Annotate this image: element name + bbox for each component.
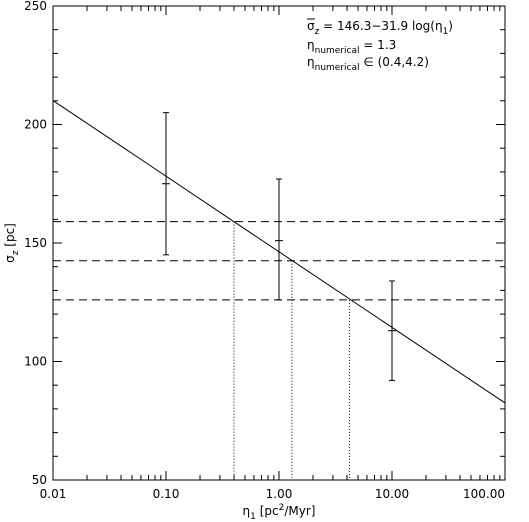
data-points-layer — [162, 112, 396, 381]
y-tick-label: 150 — [24, 236, 47, 250]
ticks-layer: 0.01 0.10 1.00 10.00 100.00 50 100 150 200 250 — [24, 0, 506, 501]
y-axis-label: σz [pc] — [3, 223, 21, 263]
annotation-block: σz = 146.3−31.9 log(η1) ηnumerical = 1.3… — [307, 18, 453, 73]
annotation-eta-range: ηnumerical ∈ (0.4,4.2) — [307, 55, 429, 73]
x-tick-label: 0.10 — [153, 487, 180, 501]
annotation-fit-symbol: σ — [307, 19, 315, 33]
x-tick-label: 10.00 — [375, 487, 409, 501]
y-tick-label: 100 — [24, 355, 47, 369]
y-tick-label: 200 — [24, 118, 47, 132]
x-tick-label: 100.00 — [463, 487, 505, 501]
x-axis-label-sub: 1 — [250, 512, 256, 522]
annotation-eta-symbol: η — [307, 38, 315, 52]
x-axis-label-unit-close: /Myr] — [284, 504, 315, 518]
x-axis-label-unit-open: [pc — [256, 504, 279, 518]
x-axis-label-sup: 2 — [279, 503, 285, 513]
x-axis-label: η1 [pc2/Myr] — [243, 503, 316, 522]
x-tick-label: 1.00 — [266, 487, 293, 501]
annotation-fit-equation: σz = 146.3−31.9 log(η1) — [307, 19, 453, 37]
x-axis-label-symbol: η — [243, 504, 251, 518]
y-tick-label: 250 — [24, 0, 47, 13]
annotation-eta-sub: numerical — [315, 46, 360, 56]
annotation-fit-text: = 146.3−31.9 log(η — [319, 19, 442, 33]
y-tick-label: 50 — [32, 473, 47, 487]
annotation-fit-eta-sub: 1 — [443, 27, 449, 37]
annotation-range-symbol: η — [307, 55, 315, 69]
annotation-eta-text: = 1.3 — [360, 38, 397, 52]
annotation-range-sub: numerical — [315, 63, 360, 73]
y-axis-label-sub: z — [11, 250, 21, 255]
annotation-range-text: ∈ (0.4,4.2) — [360, 55, 429, 69]
annotation-fit-symbol-sub: z — [315, 27, 320, 37]
annotation-fit-tail: ) — [448, 19, 453, 33]
y-axis-label-symbol: σ — [3, 255, 17, 263]
x-tick-label: 0.01 — [40, 487, 67, 501]
annotation-eta-value: ηnumerical = 1.3 — [307, 38, 396, 56]
y-axis-label-unit: [pc] — [3, 223, 17, 250]
